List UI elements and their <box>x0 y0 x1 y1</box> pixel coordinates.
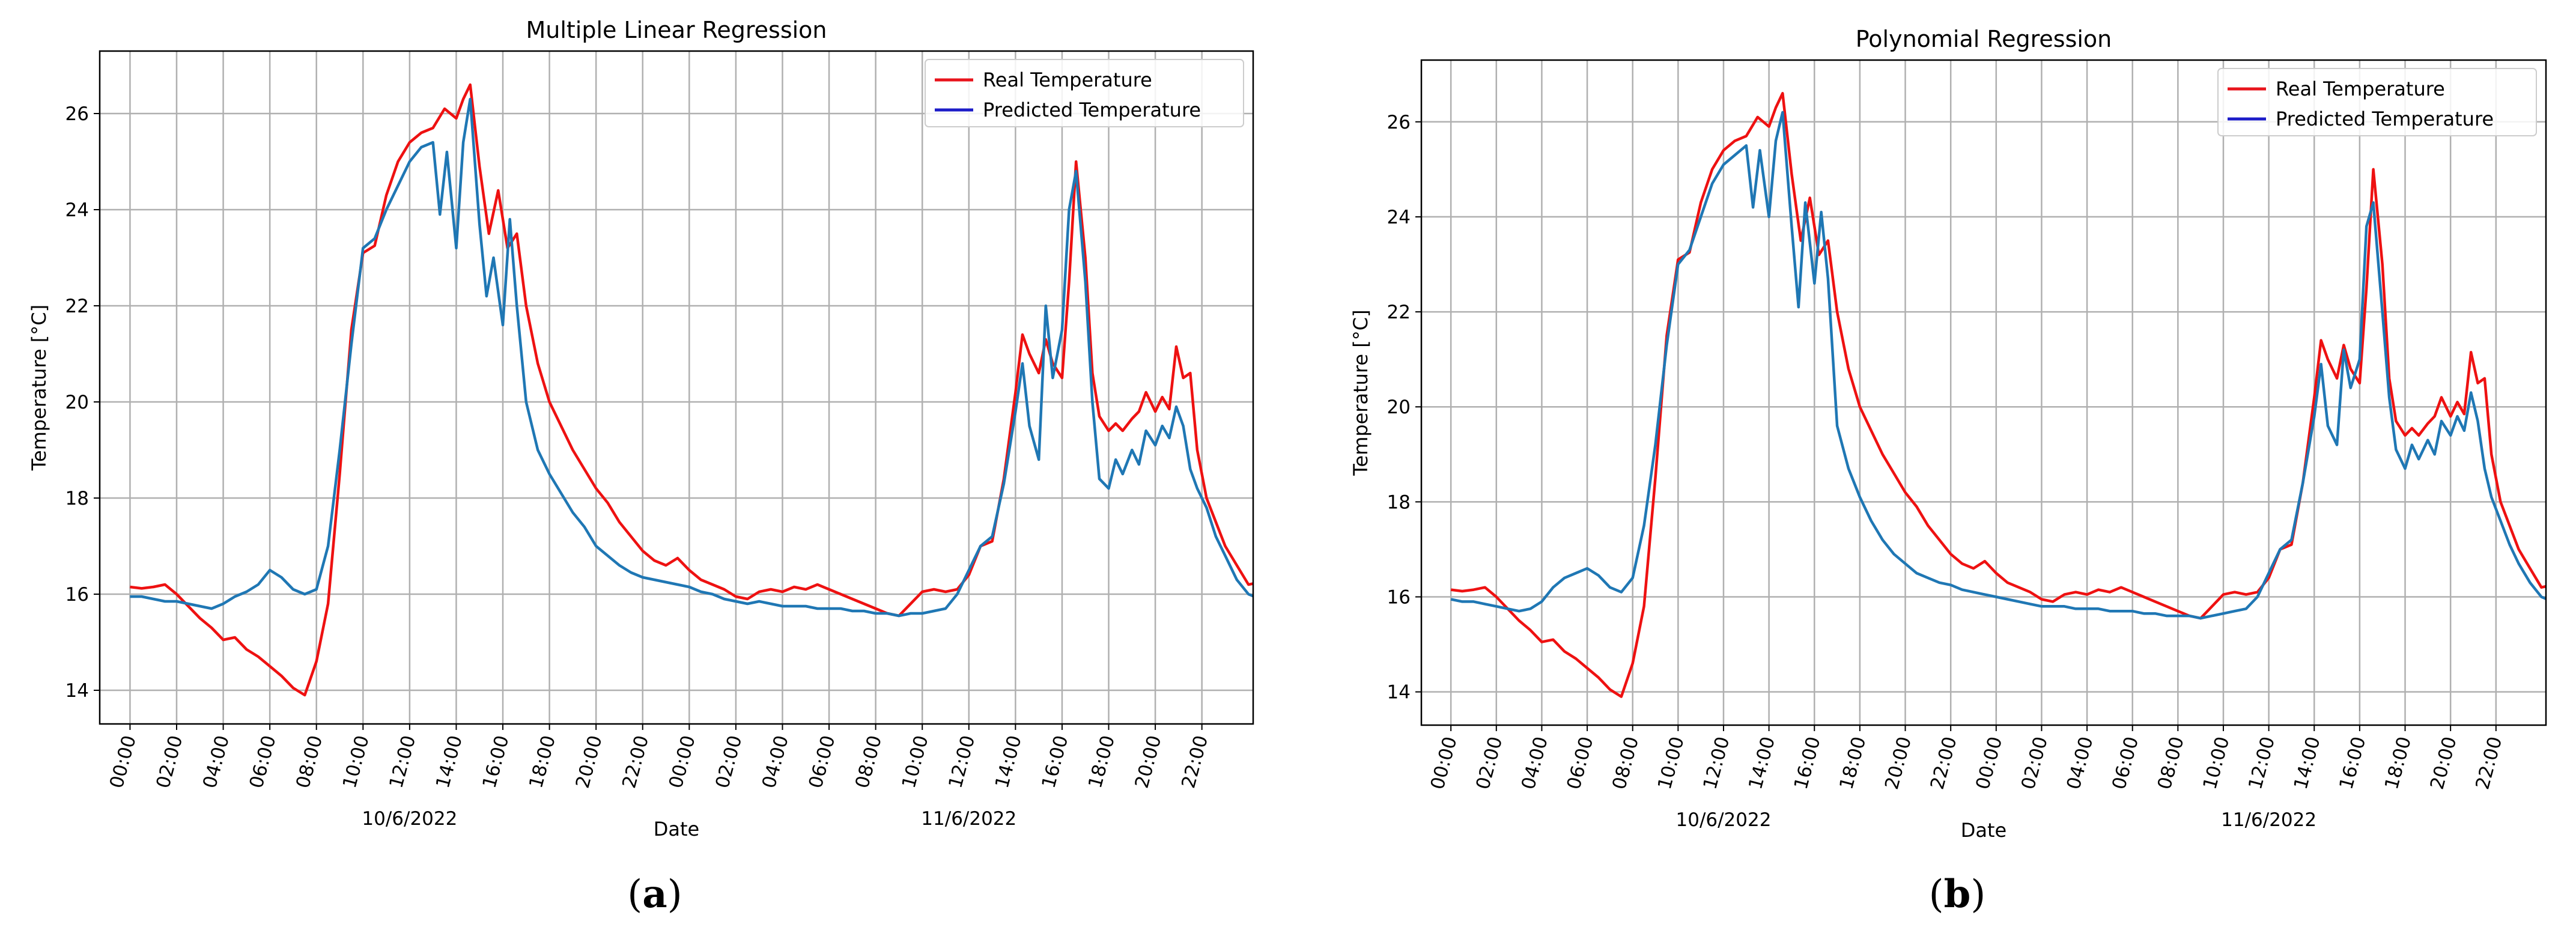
x-tick-label: 22:00 <box>1177 733 1212 791</box>
x-tick-label: 04:00 <box>199 733 234 791</box>
y-axis-label: Temperature [°C] <box>28 305 50 471</box>
date-label: 11/6/2022 <box>921 808 1016 830</box>
y-tick-label: 14 <box>65 680 89 702</box>
panel-label: (b) <box>1929 872 1986 917</box>
x-tick-label: 02:00 <box>2017 734 2052 792</box>
x-axis-label: Date <box>1961 819 2006 842</box>
x-tick-label: 02:00 <box>152 733 187 791</box>
y-tick-label: 20 <box>1387 397 1411 418</box>
x-tick-label: 06:00 <box>1563 734 1598 792</box>
x-tick-label: 20:00 <box>1881 734 1916 792</box>
chart-title: Polynomial Regression <box>1856 26 2112 52</box>
y-tick-label: 14 <box>1387 682 1411 704</box>
x-tick-label: 16:00 <box>1790 734 1825 792</box>
x-tick-label: 18:00 <box>525 733 560 791</box>
y-tick-label: 16 <box>65 584 89 606</box>
x-tick-label: 18:00 <box>2381 734 2416 792</box>
date-label: 10/6/2022 <box>1676 809 1772 831</box>
x-tick-label: 16:00 <box>479 733 514 791</box>
date-label: 11/6/2022 <box>2221 809 2316 831</box>
series-line-predicted-temperature <box>1450 111 2546 620</box>
legend-box <box>2217 68 2537 136</box>
y-tick-label: 16 <box>1387 587 1411 609</box>
y-tick-label: 22 <box>1387 302 1411 323</box>
x-tick-label: 18:00 <box>1084 733 1119 791</box>
x-tick-label: 12:00 <box>385 733 420 791</box>
x-tick-label: 04:00 <box>2063 734 2098 792</box>
x-tick-label: 14:00 <box>432 733 467 791</box>
legend-label: Predicted Temperature <box>2276 108 2494 130</box>
x-tick-label: 14:00 <box>2290 734 2325 792</box>
x-tick-label: 00:00 <box>1427 734 1462 792</box>
x-tick-label: 06:00 <box>805 733 840 791</box>
x-tick-label: 08:00 <box>1608 734 1643 792</box>
x-tick-label: 10:00 <box>898 733 933 791</box>
y-tick-label: 20 <box>65 392 89 413</box>
x-tick-label: 10:00 <box>339 733 374 791</box>
x-axis-label: Date <box>654 818 699 840</box>
x-tick-label: 06:00 <box>246 733 281 791</box>
x-tick-label: 00:00 <box>665 733 700 791</box>
x-tick-label: 18:00 <box>1835 734 1870 792</box>
x-tick-label: 04:00 <box>1517 734 1552 792</box>
x-tick-label: 00:00 <box>106 733 141 791</box>
x-tick-label: 08:00 <box>2154 734 2189 792</box>
x-tick-label: 10:00 <box>2199 734 2234 792</box>
x-tick-label: 14:00 <box>1745 734 1779 792</box>
x-tick-label: 22:00 <box>618 733 653 791</box>
x-tick-label: 04:00 <box>758 733 793 791</box>
axes-frame <box>99 50 1254 725</box>
x-tick-label: 16:00 <box>1037 733 1072 791</box>
chart-title: Multiple Linear Regression <box>526 17 827 43</box>
series-line-predicted-temperature <box>130 97 1253 618</box>
x-tick-label: 16:00 <box>2335 734 2370 792</box>
x-tick-label: 20:00 <box>572 733 607 791</box>
x-tick-label: 22:00 <box>1927 734 1961 792</box>
x-tick-label: 14:00 <box>991 733 1026 791</box>
legend: Real Temperature Predicted Temperature <box>925 59 1244 127</box>
x-tick-label: 12:00 <box>2244 734 2279 792</box>
y-tick-label: 24 <box>1387 207 1411 228</box>
y-tick-label: 18 <box>65 488 89 509</box>
y-tick-label: 22 <box>65 296 89 317</box>
x-tick-label: 22:00 <box>2471 734 2506 792</box>
x-tick-label: 12:00 <box>944 733 979 791</box>
x-tick-label: 00:00 <box>1972 734 2006 792</box>
legend-box <box>925 59 1244 127</box>
date-label: 10/6/2022 <box>362 808 457 830</box>
y-tick-label: 26 <box>65 103 89 125</box>
y-tick-label: 18 <box>1387 491 1411 513</box>
legend: Real Temperature Predicted Temperature <box>2217 68 2537 136</box>
series-line-real-temperature <box>1450 92 2546 698</box>
x-tick-label: 06:00 <box>2108 734 2143 792</box>
legend-label: Real Temperature <box>983 68 1152 91</box>
panel-label: (a) <box>627 872 682 917</box>
x-tick-label: 08:00 <box>292 733 327 791</box>
y-tick-label: 24 <box>65 199 89 221</box>
x-tick-label: 20:00 <box>2426 734 2461 792</box>
x-tick-label: 02:00 <box>711 733 746 791</box>
x-tick-label: 02:00 <box>1472 734 1507 792</box>
y-tick-label: 26 <box>1387 112 1411 133</box>
legend-label: Predicted Temperature <box>983 99 1201 121</box>
x-tick-label: 20:00 <box>1131 733 1166 791</box>
x-tick-label: 12:00 <box>1699 734 1734 792</box>
x-tick-label: 10:00 <box>1654 734 1689 792</box>
x-tick-label: 08:00 <box>851 733 886 791</box>
chart-panel-a: Multiple Linear Regression 14 16 18 20 22 24 26… <box>28 17 1254 917</box>
legend-label: Real Temperature <box>2276 77 2445 100</box>
chart-panel-b: Polynomial Regression 14 16 18 20 22 24 26 00:00… <box>1349 26 2547 917</box>
y-axis-label: Temperature [°C] <box>1349 309 1372 476</box>
axes-frame <box>1420 59 2547 726</box>
